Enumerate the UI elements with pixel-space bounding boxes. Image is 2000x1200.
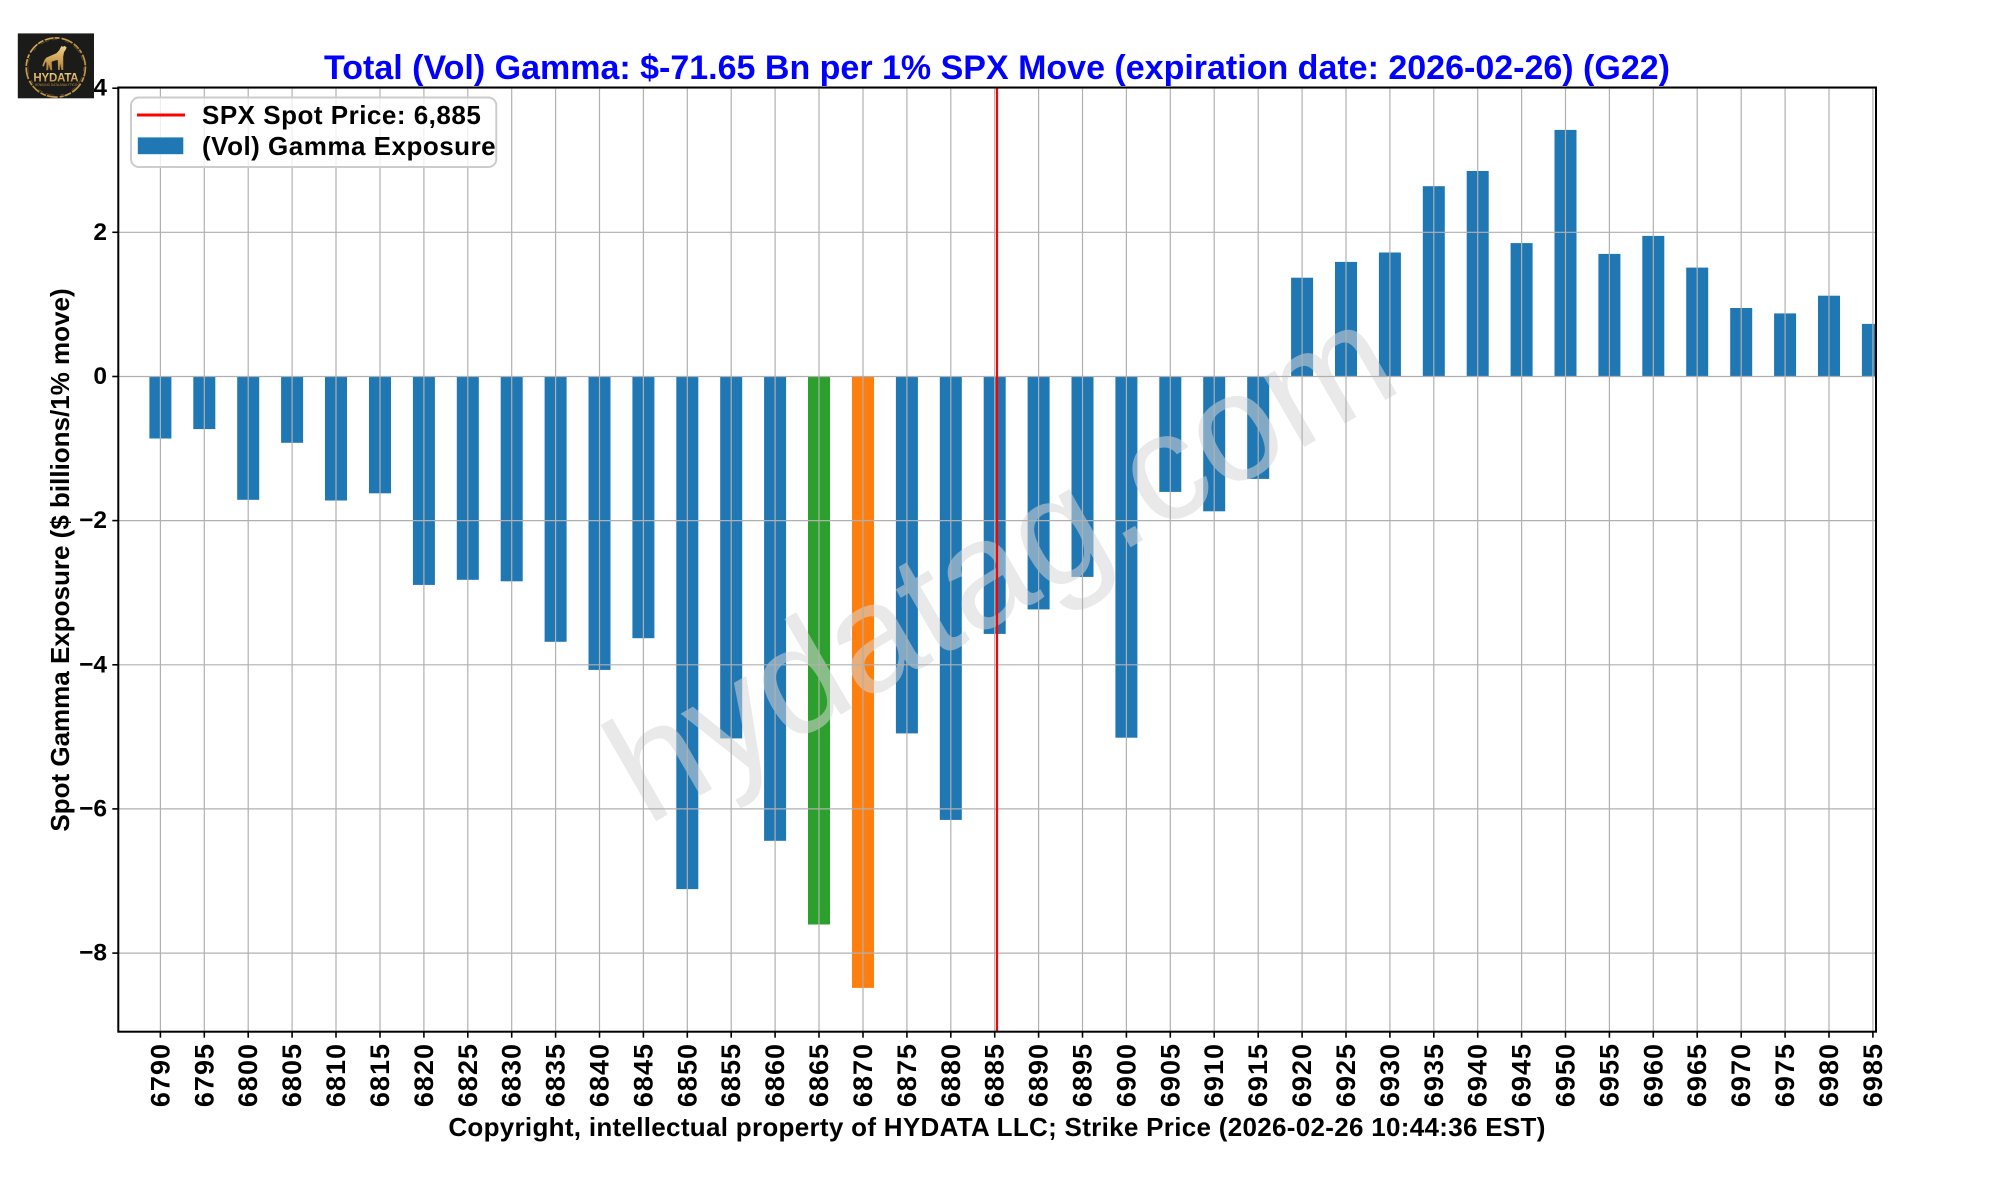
svg-text:6935: 6935 (1419, 1043, 1449, 1107)
svg-text:6940: 6940 (1463, 1043, 1493, 1107)
svg-text:6980: 6980 (1814, 1043, 1844, 1107)
svg-text:−6: −6 (79, 795, 107, 822)
svg-text:6895: 6895 (1068, 1043, 1098, 1107)
svg-text:6865: 6865 (804, 1043, 834, 1107)
svg-text:6860: 6860 (760, 1043, 790, 1107)
svg-text:−8: −8 (79, 940, 107, 967)
svg-text:2: 2 (93, 219, 107, 246)
svg-text:−4: −4 (79, 651, 107, 678)
svg-text:Spot Gamma Exposure ($ billion: Spot Gamma Exposure ($ billions/1% move) (45, 288, 75, 831)
svg-text:SPX Spot Price: 6,885: SPX Spot Price: 6,885 (202, 100, 481, 130)
svg-text:6930: 6930 (1375, 1043, 1405, 1107)
svg-text:6915: 6915 (1243, 1043, 1273, 1107)
svg-text:6845: 6845 (628, 1043, 658, 1107)
svg-text:6885: 6885 (980, 1043, 1010, 1107)
svg-text:(Vol) Gamma Exposure: (Vol) Gamma Exposure (202, 131, 496, 161)
svg-text:6815: 6815 (365, 1043, 395, 1107)
svg-text:6855: 6855 (716, 1043, 746, 1107)
svg-text:6820: 6820 (409, 1043, 439, 1107)
svg-text:4: 4 (93, 75, 107, 102)
svg-text:6810: 6810 (321, 1043, 351, 1107)
svg-text:6805: 6805 (277, 1043, 307, 1107)
svg-text:6830: 6830 (497, 1043, 527, 1107)
svg-text:6955: 6955 (1594, 1043, 1624, 1107)
svg-text:6890: 6890 (1024, 1043, 1054, 1107)
svg-text:6910: 6910 (1199, 1043, 1229, 1107)
svg-text:6920: 6920 (1287, 1043, 1317, 1107)
svg-text:HOWLING DATA ANALYTICS: HOWLING DATA ANALYTICS (35, 83, 77, 87)
svg-text:Total (Vol) Gamma: $-71.65 Bn: Total (Vol) Gamma: $-71.65 Bn per 1% SPX… (324, 49, 1670, 87)
svg-text:6900: 6900 (1111, 1043, 1141, 1107)
svg-text:0: 0 (93, 363, 107, 390)
svg-text:6825: 6825 (453, 1043, 483, 1107)
svg-text:6945: 6945 (1507, 1043, 1537, 1107)
svg-text:6950: 6950 (1551, 1043, 1581, 1107)
svg-text:6795: 6795 (189, 1043, 219, 1107)
svg-text:6875: 6875 (892, 1043, 922, 1107)
svg-text:6960: 6960 (1638, 1043, 1668, 1107)
svg-text:6790: 6790 (145, 1043, 175, 1107)
svg-text:6800: 6800 (233, 1043, 263, 1107)
svg-text:Copyright, intellectual proper: Copyright, intellectual property of HYDA… (448, 1112, 1545, 1142)
svg-text:6835: 6835 (541, 1043, 571, 1107)
svg-text:6925: 6925 (1331, 1043, 1361, 1107)
svg-text:6850: 6850 (672, 1043, 702, 1107)
svg-text:6985: 6985 (1858, 1043, 1888, 1107)
svg-text:6870: 6870 (848, 1043, 878, 1107)
svg-text:6840: 6840 (585, 1043, 615, 1107)
svg-text:6975: 6975 (1770, 1043, 1800, 1107)
svg-text:6970: 6970 (1726, 1043, 1756, 1107)
svg-text:−2: −2 (79, 507, 107, 534)
svg-text:6905: 6905 (1155, 1043, 1185, 1107)
svg-text:HYDATA: HYDATA (33, 73, 78, 85)
svg-text:6965: 6965 (1682, 1043, 1712, 1107)
svg-text:6880: 6880 (936, 1043, 966, 1107)
